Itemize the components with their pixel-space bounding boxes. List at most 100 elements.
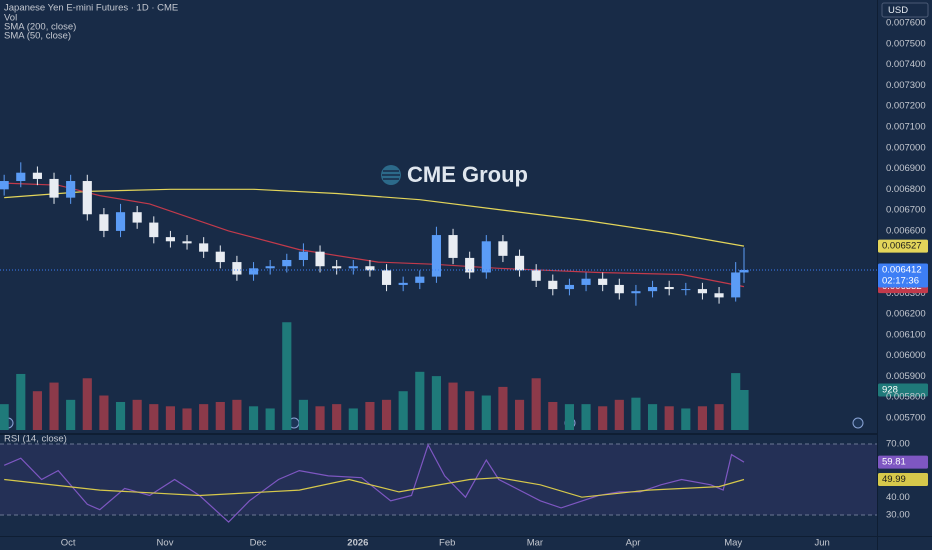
candle-body [548,280,558,290]
volume-bar [431,376,441,430]
y-tick-label: 0.006600 [886,225,926,236]
volume-bar [448,382,458,430]
y-tick-label: 0.007600 [886,18,926,29]
y-tick-label: 0.007400 [886,59,926,70]
y-tick-label: 0.006200 [886,309,926,320]
volume-bar [16,373,26,430]
volume-bar [481,395,491,430]
volume-bar [415,371,425,430]
x-tick-label: Oct [61,538,76,549]
watermark-text: CME Group [407,162,528,187]
volume-bar [531,378,541,430]
x-tick-label: 2026 [347,538,368,549]
watermark: CME Group [381,162,528,187]
candle-body [232,262,242,275]
volume-bar [731,373,741,430]
price-label-box [878,383,928,397]
candle-body [631,291,641,294]
x-tick-label: Feb [439,538,455,549]
candle-body [282,259,292,267]
candle-body [115,212,126,231]
candle-body [132,212,142,223]
price-label: 928 [882,385,898,396]
price-label: 0.006412 [882,264,922,275]
candle-body [664,287,674,290]
candle-body [215,251,225,263]
volume-bar [115,401,126,430]
candle-body [481,241,491,273]
volume-bar [739,390,749,430]
volume-bar [614,399,624,430]
volume-bar [365,401,375,430]
volume-bar [99,395,109,430]
candle-body [697,289,708,294]
candle-body [681,289,691,291]
x-tick-label: Mar [527,538,543,549]
candle-body [598,278,608,285]
y-tick-label: 0.005900 [886,371,926,382]
x-tick-label: May [724,538,742,549]
volume-bar [465,391,475,430]
volume-bar [548,401,558,430]
volume-bar [581,404,591,430]
candle-body [381,270,392,285]
candle-body [614,284,624,294]
price-label-box [878,473,928,487]
moving-average-line [4,188,745,247]
candle-body [731,272,741,298]
candle-body [315,251,325,267]
price-label: 49.99 [882,474,906,485]
candle-body [564,284,574,290]
candle-body [332,266,342,269]
y-tick-label: 0.007100 [886,121,926,132]
candle-body [348,266,358,269]
y-tick-label: 0.007000 [886,142,926,153]
x-tick-label: Nov [157,538,174,549]
volume-bar [298,399,308,430]
rsi-line [3,443,745,523]
candle-body [149,222,159,238]
candle-body [431,235,441,277]
candle-body [365,266,375,271]
volume-bar [714,404,724,430]
candle-body [531,270,541,281]
volume-bar [598,406,608,430]
y-tick-label: 40.00 [886,492,910,503]
volume-bar [681,408,691,430]
candle-body [248,268,259,275]
y-tick-label: 30.00 [886,510,910,521]
event-icon[interactable] [852,417,864,429]
volume-bar [265,408,275,430]
candle-body [298,251,308,260]
currency-label[interactable]: USD [888,5,908,16]
candle-body [647,287,658,292]
volume-bar [664,406,674,430]
rsi-band [0,443,877,515]
y-tick-label: 0.006100 [886,329,926,340]
volume-legend: Vol [4,13,17,24]
y-tick-label: 0.007200 [886,101,926,112]
x-tick-label: Dec [250,538,267,549]
volume-bar [66,399,76,430]
price-label-box [878,263,928,288]
rsi-line [4,477,745,498]
y-tick-label: 70.00 [886,439,910,450]
y-tick-label: 0.007500 [886,38,926,49]
candle-body [32,172,42,179]
volume-bar [697,406,708,430]
volume-bar [132,399,142,430]
candle-body [66,181,76,198]
volume-bar [647,404,658,430]
time-axis-border [0,536,932,537]
volume-bar [215,401,225,430]
candle-body [448,235,458,258]
price-label-box [878,455,928,469]
candle-body [182,241,192,244]
volume-bar [498,386,508,430]
candle-body [16,172,26,182]
sma50-legend: SMA (50, close) [4,31,71,42]
currency-button[interactable] [881,2,929,18]
y-tick-label: 0.006800 [886,184,926,195]
candle-body [49,178,59,198]
